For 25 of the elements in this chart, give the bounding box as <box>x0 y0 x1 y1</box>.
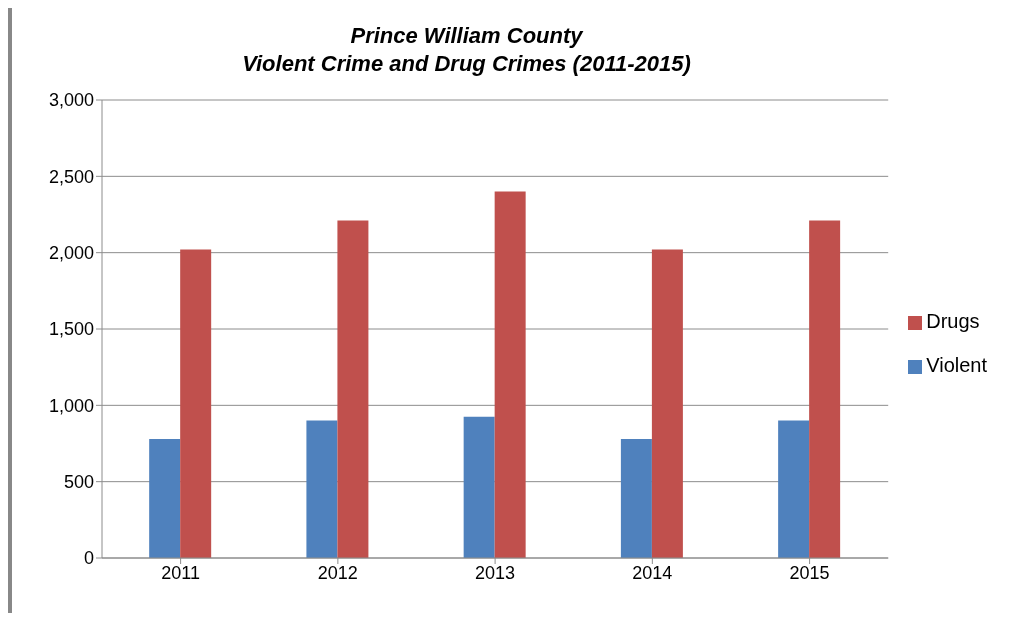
chart-title: Prince William County Violent Crime and Drug Crimes (2011-2015) <box>241 22 692 78</box>
y-tick-label: 0 <box>83 548 94 569</box>
y-tick-label: 1,500 <box>48 319 94 340</box>
y-tick-label: 2,000 <box>48 243 94 264</box>
bar <box>494 191 526 558</box>
y-tick-label: 500 <box>63 472 94 493</box>
y-tick-label: 3,000 <box>48 90 94 111</box>
bar <box>463 416 495 558</box>
bar <box>306 420 338 558</box>
legend-label: Violent <box>926 354 987 376</box>
bar <box>620 438 652 558</box>
x-tick-label: 2012 <box>317 562 358 583</box>
y-tick-label: 1,000 <box>48 395 94 416</box>
y-tick-label: 2,500 <box>48 166 94 187</box>
bar <box>809 220 841 558</box>
bar <box>651 249 683 558</box>
x-tick-label: 2014 <box>632 562 673 583</box>
bar <box>337 220 369 558</box>
x-tick-label: 2013 <box>475 562 516 583</box>
bar <box>180 249 212 558</box>
x-tick-label: 2011 <box>161 562 200 583</box>
legend-label: Drugs <box>926 310 980 332</box>
bar <box>149 438 181 558</box>
x-tick-label: 2015 <box>789 562 830 583</box>
bar <box>778 420 810 558</box>
